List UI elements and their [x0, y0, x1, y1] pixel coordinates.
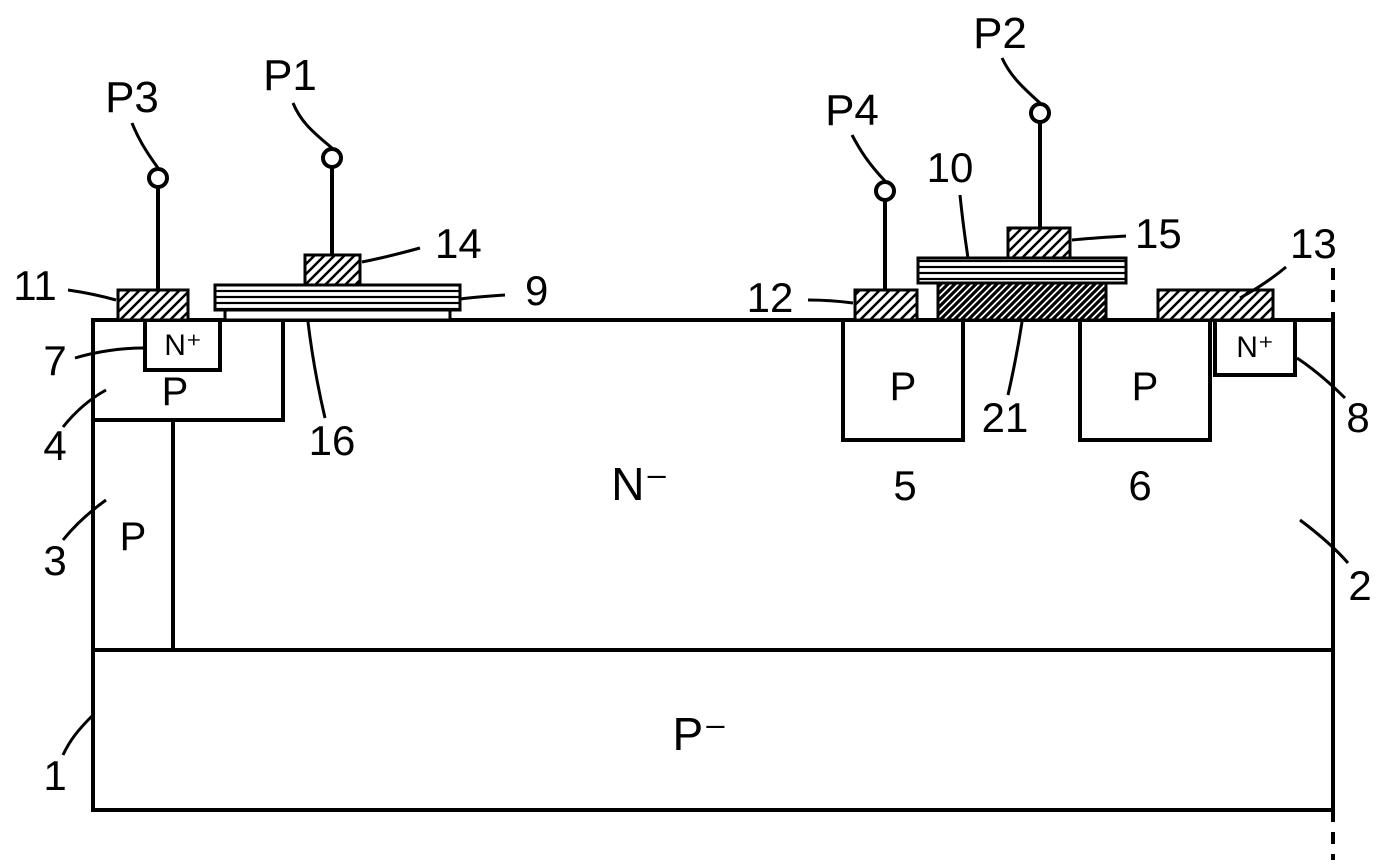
terminal-P1: P1 [263, 51, 341, 255]
pwell4-doping: P [162, 370, 189, 414]
svg-text:P4: P4 [825, 86, 879, 135]
nplus8-doping: N⁺ [1236, 331, 1274, 364]
ref-9: 9 [460, 267, 548, 314]
poly-21 [938, 283, 1106, 320]
svg-text:P3: P3 [105, 73, 159, 122]
ref-5: 5 [893, 462, 916, 509]
oxide-10 [918, 258, 1126, 283]
electrode-15 [1008, 228, 1070, 258]
svg-text:8: 8 [1346, 394, 1369, 441]
svg-text:10: 10 [927, 144, 974, 191]
ref-1: 1 [43, 715, 93, 799]
terminal-P4: P4 [825, 86, 894, 290]
svg-text:13: 13 [1290, 220, 1337, 267]
ref-6: 6 [1128, 462, 1151, 509]
svg-text:6: 6 [1128, 462, 1151, 509]
svg-text:11: 11 [13, 262, 57, 309]
svg-text:15: 15 [1135, 210, 1182, 257]
ref-14: 14 [362, 220, 482, 267]
terminal-P2: P2 [973, 9, 1049, 228]
electrode-11 [118, 290, 188, 320]
electrode-12 [855, 290, 917, 320]
electrode-13 [1158, 290, 1273, 320]
electrode-14 [305, 255, 360, 285]
substrate-doping: P⁻ [673, 708, 728, 760]
svg-text:3: 3 [43, 537, 66, 584]
ref-11: 11 [13, 262, 116, 309]
svg-text:7: 7 [43, 337, 66, 384]
ndrift-doping: N⁻ [611, 458, 669, 510]
pwell6-doping: P [1132, 365, 1159, 409]
svg-text:21: 21 [982, 394, 1029, 441]
ref-15: 15 [1072, 210, 1182, 257]
svg-text:12: 12 [747, 274, 794, 321]
svg-text:P1: P1 [263, 51, 317, 100]
cross-section-diagram: P⁻ N⁻ P P P P N⁺ N⁺ P1 P2 P3 P4 1 2 [0, 0, 1385, 868]
svg-text:16: 16 [309, 417, 356, 464]
ref-10: 10 [927, 144, 974, 258]
svg-text:5: 5 [893, 462, 916, 509]
svg-text:9: 9 [525, 267, 548, 314]
terminal-P3: P3 [105, 73, 167, 290]
svg-text:14: 14 [435, 220, 482, 267]
p-iso-doping: P [120, 515, 147, 559]
pwell5-doping: P [890, 365, 917, 409]
svg-text:1: 1 [43, 752, 66, 799]
ref-12: 12 [747, 274, 853, 321]
ref-13: 13 [1240, 220, 1337, 298]
svg-text:P2: P2 [973, 9, 1027, 58]
svg-text:4: 4 [43, 422, 66, 469]
nplus7-doping: N⁺ [164, 329, 202, 362]
oxide-9 [215, 285, 460, 310]
svg-text:2: 2 [1348, 562, 1371, 609]
